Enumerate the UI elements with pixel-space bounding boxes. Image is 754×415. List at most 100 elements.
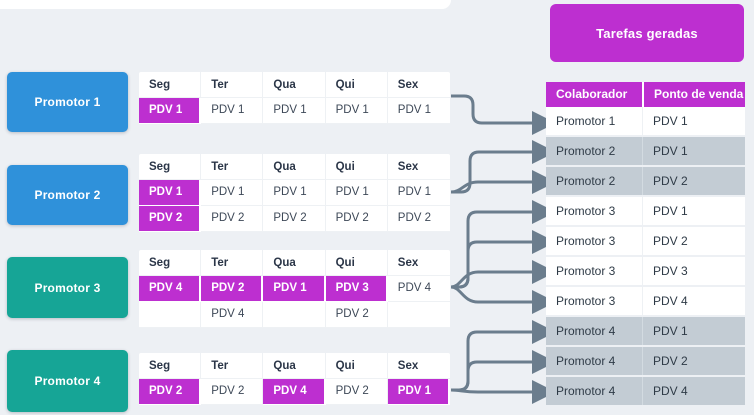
task-colaborador: Promotor 3 <box>556 294 616 308</box>
task-row-4: Promotor 3 PDV 1 <box>546 197 745 225</box>
promoter-button-1[interactable]: Promotor 1 <box>7 72 128 132</box>
task-ponto-de-venda: PDV 1 <box>642 137 745 165</box>
tasks-table-header: Colaborador Ponto de venda <box>546 82 745 107</box>
promoter-button-4[interactable]: Promotor 4 <box>7 350 128 412</box>
day-header-sex: Sex <box>387 353 450 379</box>
day-header-qui: Qui <box>325 353 388 379</box>
task-colaborador: Promotor 3 <box>556 234 616 248</box>
day-header-qua: Qua <box>263 154 326 180</box>
task-ponto-de-venda: PDV 3 <box>642 257 745 285</box>
promoter-button-3[interactable]: Promotor 3 <box>7 257 128 318</box>
tasks-table-body: Promotor 1 PDV 1 Promotor 2 PDV 1 Promotor 2… <box>546 107 745 405</box>
task-ponto-de-venda: PDV 2 <box>642 167 745 195</box>
schedule-cell-highlighted: PDV 1 <box>263 276 326 302</box>
schedule-cell: PDV 1 <box>201 180 264 206</box>
task-row-6: Promotor 3 PDV 3 <box>546 257 745 285</box>
tasks-panel-title: Tarefas geradas <box>550 4 744 62</box>
day-header-ter: Ter <box>201 154 264 180</box>
task-colaborador: Promotor 2 <box>556 174 616 188</box>
connector-promotor2-task3 <box>450 170 556 194</box>
schedule-cell-highlighted: PDV 3 <box>325 276 388 302</box>
day-header-seg: Seg <box>139 250 202 276</box>
schedule-cell: PDV 2 <box>325 379 388 405</box>
schedule-cell: PDV 2 <box>263 206 326 232</box>
promoter-button-2[interactable]: Promotor 2 <box>7 165 128 225</box>
schedule-cell: PDV 2 <box>387 206 450 232</box>
schedule-cell: PDV 4 <box>387 276 450 302</box>
day-header-sex: Sex <box>387 250 450 276</box>
schedule-cell: PDV 1 <box>263 98 326 124</box>
connector-promotor4-task9 <box>451 350 556 392</box>
schedule-cell: PDV 2 <box>325 206 388 232</box>
schedule-cell <box>263 302 326 328</box>
schedule-cell: PDV 1 <box>325 98 388 124</box>
schedule-cell: PDV 1 <box>387 98 450 124</box>
tasks-table-header-colaborador: Colaborador <box>556 87 628 101</box>
task-ponto-de-venda: PDV 1 <box>642 317 745 345</box>
day-header-seg: Seg <box>139 154 202 180</box>
connector-promotor3-task5 <box>451 230 556 289</box>
task-row-8: Promotor 4 PDV 1 <box>546 317 745 345</box>
schedule-cell: PDV 4 <box>201 302 264 328</box>
schedule-cell: PDV 1 <box>387 180 450 206</box>
schedule-table-4: Seg Ter Qua Qui Sex PDV 2 PDV 2 PDV 4 PDV 2 PDV 1 <box>139 353 450 405</box>
day-header-qua: Qua <box>263 353 326 379</box>
day-header-qui: Qui <box>325 250 388 276</box>
schedule-cell: PDV 2 <box>201 206 264 232</box>
task-row-10: Promotor 4 PDV 4 <box>546 377 745 405</box>
connector-promotor3-task4 <box>451 200 556 289</box>
schedule-cell: PDV 1 <box>325 180 388 206</box>
task-colaborador: Promotor 3 <box>556 204 616 218</box>
day-header-ter: Ter <box>201 72 264 98</box>
schedule-table-2: Seg Ter Qua Qui Sex PDV 1 PDV 1 PDV 1 PDV 1 PDV 1… <box>139 154 450 232</box>
day-header-sex: Sex <box>387 154 450 180</box>
day-header-qua: Qua <box>263 72 326 98</box>
schedule-cell: PDV 2 <box>325 302 388 328</box>
schedule-cell-highlighted: PDV 2 <box>139 206 202 232</box>
day-header-ter: Ter <box>201 250 264 276</box>
schedule-cell <box>139 302 202 328</box>
schedule-cell-highlighted: PDV 4 <box>263 379 326 405</box>
task-colaborador: Promotor 4 <box>556 324 616 338</box>
schedule-cell <box>387 302 450 328</box>
task-colaborador: Promotor 4 <box>556 384 616 398</box>
task-row-1: Promotor 1 PDV 1 <box>546 107 745 135</box>
task-ponto-de-venda: PDV 4 <box>642 287 745 315</box>
connector-promotor2-task2 <box>451 140 556 194</box>
day-header-qui: Qui <box>325 72 388 98</box>
task-row-3: Promotor 2 PDV 2 <box>546 167 745 195</box>
connector-promotor1-task1 <box>451 94 556 135</box>
tasks-table: Colaborador Ponto de venda Promotor 1 PDV… <box>546 82 745 407</box>
task-ponto-de-venda: PDV 1 <box>642 197 745 225</box>
connector-promotor4-task8 <box>451 320 556 392</box>
schedule-cell-highlighted: PDV 4 <box>139 276 202 302</box>
schedule-cell-highlighted: PDV 1 <box>139 180 202 206</box>
task-colaborador: Promotor 4 <box>556 354 616 368</box>
schedule-cell-highlighted: PDV 2 <box>139 379 202 405</box>
connector-promotor3-task7 <box>450 285 556 314</box>
day-header-sex: Sex <box>387 72 450 98</box>
day-header-qua: Qua <box>263 250 326 276</box>
day-header-seg: Seg <box>139 353 202 379</box>
schedule-table-1: Seg Ter Qua Qui Sex PDV 1 PDV 1 PDV 1 PDV 1 PDV 1 <box>139 72 450 124</box>
task-row-7: Promotor 3 PDV 4 <box>546 287 745 315</box>
task-colaborador: Promotor 1 <box>556 114 616 128</box>
schedule-table-3: Seg Ter Qua Qui Sex PDV 4 PDV 2 PDV 1 PDV 3 PDV 4… <box>139 250 450 328</box>
day-header-ter: Ter <box>201 353 264 379</box>
day-header-qui: Qui <box>325 154 388 180</box>
tasks-table-header-ponto-de-venda: Ponto de venda <box>642 82 745 107</box>
task-ponto-de-venda: PDV 2 <box>642 227 745 255</box>
connector-promotor3-task6 <box>450 260 556 289</box>
connector-promotor4-task10 <box>450 380 556 404</box>
task-ponto-de-venda: PDV 2 <box>642 347 745 375</box>
schedule-cell-highlighted: PDV 1 <box>387 379 450 405</box>
task-colaborador: Promotor 2 <box>556 144 616 158</box>
schedule-cell-highlighted: PDV 1 <box>139 98 202 124</box>
task-colaborador: Promotor 3 <box>556 264 616 278</box>
schedule-cell: PDV 2 <box>201 379 264 405</box>
task-row-5: Promotor 3 PDV 2 <box>546 227 745 255</box>
schedule-cell-highlighted: PDV 2 <box>201 276 264 302</box>
task-ponto-de-venda: PDV 1 <box>642 107 745 135</box>
task-ponto-de-venda: PDV 4 <box>642 377 745 405</box>
